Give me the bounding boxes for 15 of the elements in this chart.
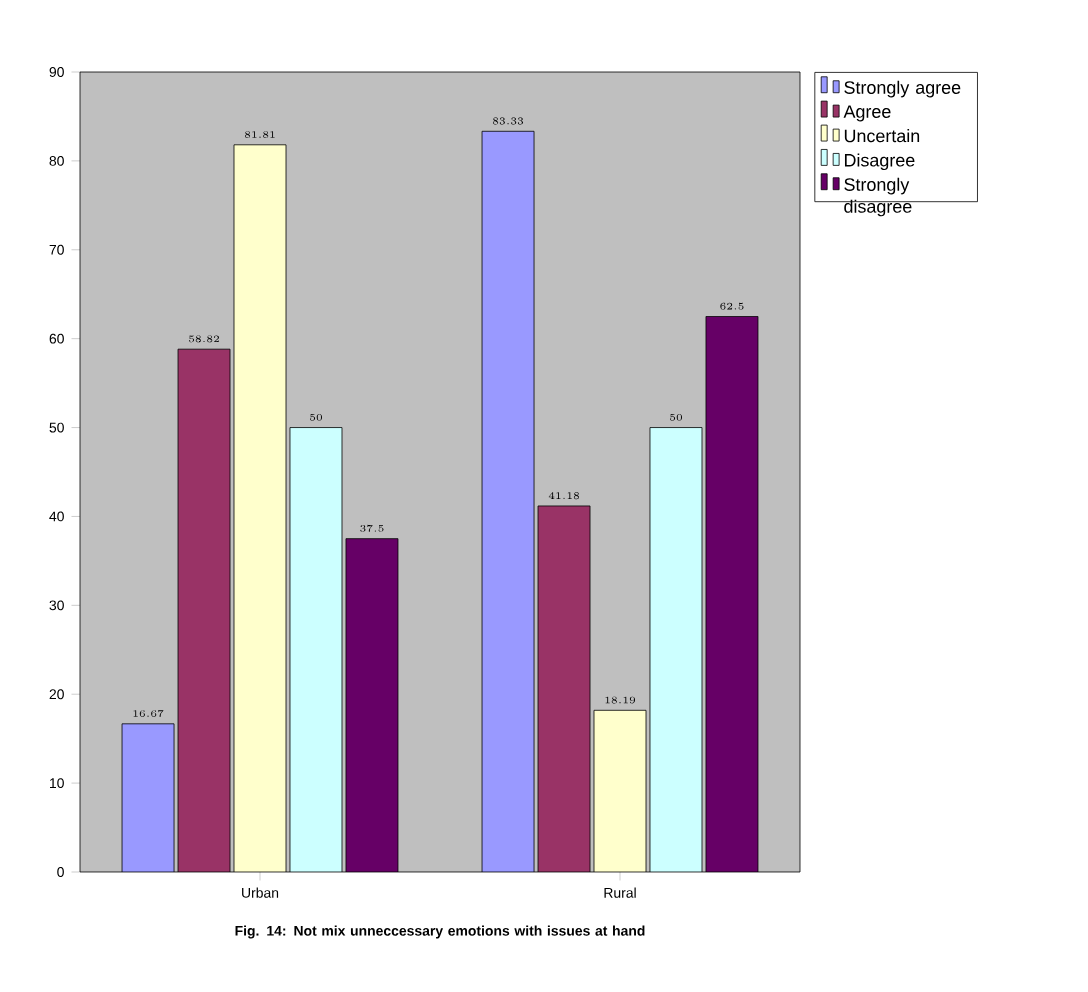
bar	[345, 538, 399, 872]
bar	[177, 348, 231, 872]
legend-label: Disagree	[844, 153, 915, 171]
bar	[593, 709, 647, 872]
legend-label: Agree	[843, 105, 891, 122]
bar	[289, 427, 343, 872]
legend-label: Uncertain	[844, 129, 920, 143]
bar	[121, 723, 175, 872]
bar	[481, 130, 535, 872]
legend-label: Strongly disagree	[844, 177, 912, 217]
bar	[705, 316, 759, 872]
bar	[649, 427, 703, 872]
legend-label: Strongly agree	[844, 80, 961, 98]
bar	[233, 144, 287, 872]
bar	[537, 505, 591, 872]
